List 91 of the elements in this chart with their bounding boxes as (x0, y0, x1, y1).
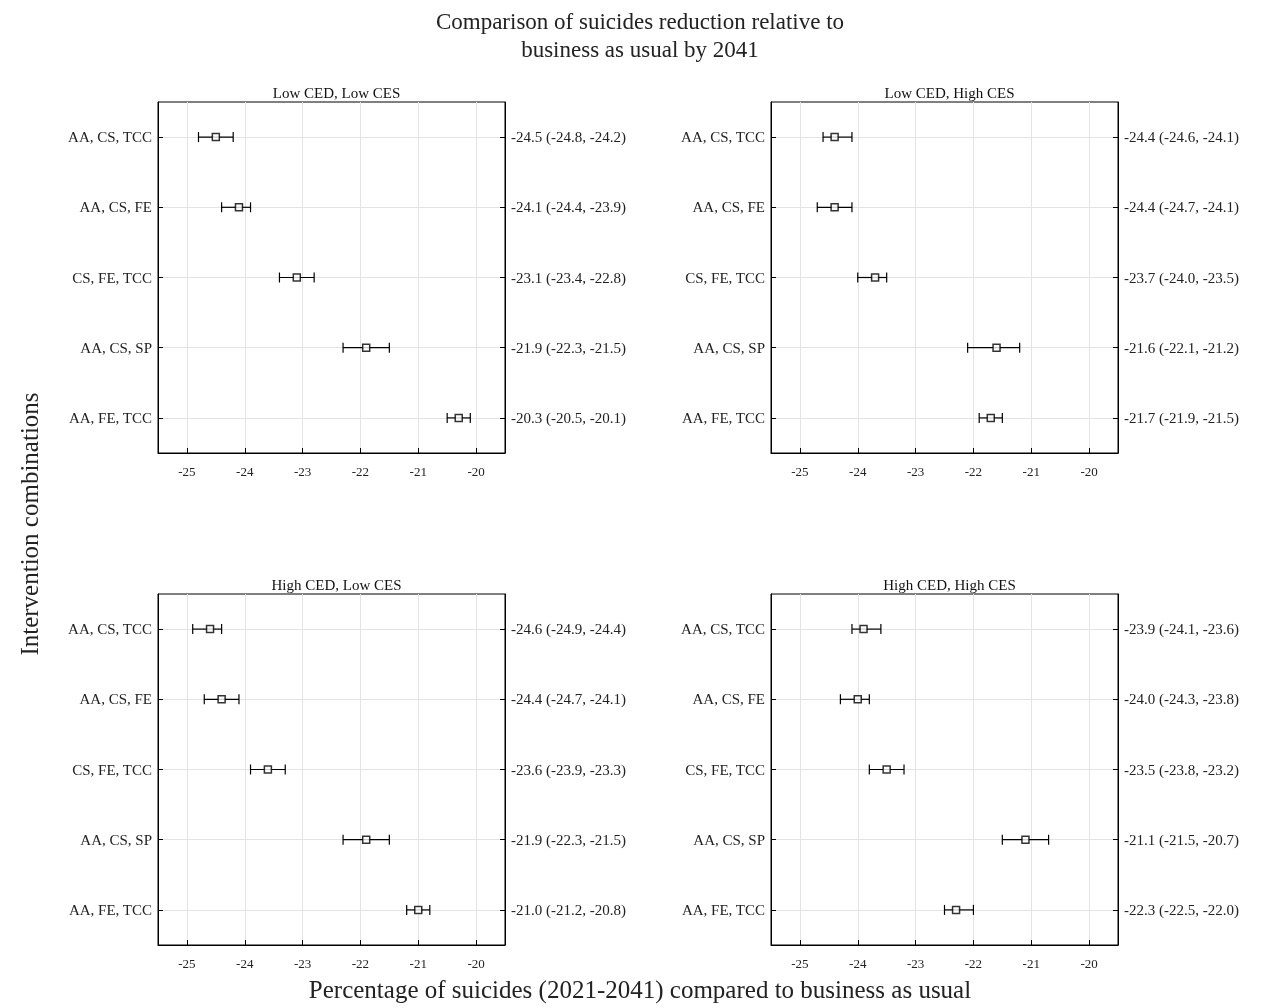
y-tick-label: AA, CS, FE (79, 199, 152, 216)
x-tick-label: -20 (467, 956, 485, 971)
x-tick-label: -25 (791, 956, 809, 971)
y-axis-title: Intervention combinations (16, 391, 44, 658)
x-tick-label: -23 (906, 956, 925, 971)
data-label: -21.9 (-22.3, -21.5) (511, 339, 626, 357)
point (454, 413, 463, 423)
x-tick-label: -25 (178, 464, 196, 479)
y-tick-label: AA, FE, TCC (681, 901, 765, 918)
x-tick-label: -23 (293, 956, 312, 971)
data-label: -21.6 (-22.1, -21.2) (1124, 339, 1239, 357)
point (217, 695, 226, 704)
point (361, 835, 371, 844)
x-tick-label: -21 (1022, 464, 1040, 479)
point (992, 343, 1001, 352)
y-tick-label: AA, CS, SP (80, 339, 152, 356)
chart-title: Low CED, Low CES (272, 84, 401, 101)
data-label: -21.7 (-21.9, -21.5) (1124, 409, 1239, 427)
y-tick-label: AA, CS, TCC (68, 129, 152, 146)
point (830, 132, 839, 142)
y-tick-label: AA, CS, FE (692, 199, 765, 216)
x-tick-label: -24 (236, 956, 254, 971)
point (830, 203, 839, 212)
x-tick-label: -21 (409, 956, 427, 971)
text: Comparison of suicides reduction relative to business as usual by 2041 (434, 8, 846, 64)
x-tick-label: -25 (791, 464, 809, 479)
y-tick-label: AA, CS, SP (693, 831, 765, 848)
data-label: -21.0 (-21.2, -20.8) (511, 901, 626, 919)
y-tick-label: AA, FE, TCC (681, 409, 765, 426)
point (234, 203, 244, 212)
data-label: -24.6 (-24.9, -24.4) (511, 621, 626, 639)
chart-title: Low CED, High CES (884, 84, 1015, 101)
point (882, 765, 891, 774)
point (361, 343, 371, 352)
point (1021, 835, 1030, 844)
y-tick-label: AA, CS, FE (692, 691, 765, 708)
data-label: -24.5 (-24.8, -24.2) (511, 129, 626, 147)
x-tick-label: -20 (1080, 956, 1098, 971)
y-tick-label: CS, FE, TCC (72, 269, 152, 286)
y-tick-label: AA, CS, SP (80, 831, 152, 848)
chart-title: High CED, Low CES (271, 576, 402, 593)
point (263, 765, 273, 774)
data-label: -23.6 (-23.9, -23.3) (511, 761, 626, 779)
x-tick-label: -22 (964, 464, 983, 479)
y-tick-label: CS, FE, TCC (685, 269, 765, 286)
x-axis-title: Percentage of suicides (2021-2041) compared to business as usual (307, 976, 973, 1004)
x-tick-label: -24 (849, 956, 867, 971)
y-tick-label: AA, CS, SP (693, 339, 765, 356)
y-tick-label: AA, CS, FE (79, 691, 152, 708)
data-label: -23.9 (-24.1, -23.6) (1124, 621, 1239, 639)
x-tick-label: -23 (293, 464, 312, 479)
point (211, 132, 221, 142)
y-tick-label: CS, FE, TCC (72, 761, 152, 778)
data-label: -21.9 (-22.3, -21.5) (511, 831, 626, 849)
y-tick-label: AA, FE, TCC (68, 901, 152, 918)
point (986, 413, 996, 423)
data-label: -22.3 (-22.5, -22.0) (1124, 901, 1239, 919)
x-tick-label: -22 (964, 956, 983, 971)
x-tick-label: -20 (1080, 464, 1098, 479)
x-tick-label: -20 (467, 464, 485, 479)
x-tick-label: -22 (351, 464, 370, 479)
data-label: -24.0 (-24.3, -23.8) (1124, 691, 1239, 709)
y-tick-label: AA, CS, TCC (68, 621, 152, 638)
x-tick-label: -24 (236, 464, 254, 479)
y-tick-label: AA, CS, TCC (681, 621, 765, 638)
data-label: -23.1 (-23.4, -22.8) (511, 269, 626, 287)
x-tick-label: -24 (849, 464, 867, 479)
x-tick-label: -21 (1022, 956, 1040, 971)
y-tick-label: CS, FE, TCC (685, 761, 765, 778)
point (414, 905, 423, 915)
data-label: -23.7 (-24.0, -23.5) (1124, 269, 1239, 287)
y-tick-label: AA, FE, TCC (68, 409, 152, 426)
x-tick-label: -21 (409, 464, 427, 479)
data-label: -24.4 (-24.6, -24.1) (1124, 129, 1239, 147)
x-tick-label: -22 (351, 956, 370, 971)
y-tick-label: AA, CS, TCC (681, 129, 765, 146)
data-label: -21.1 (-21.5, -20.7) (1124, 831, 1239, 849)
chart-title: High CED, High CES (883, 576, 1016, 593)
data-label: -24.1 (-24.4, -23.9) (511, 199, 626, 217)
point (859, 624, 868, 634)
point (292, 273, 302, 282)
point (951, 905, 961, 915)
point (870, 273, 880, 282)
point (205, 624, 215, 634)
x-tick-label: -23 (906, 464, 925, 479)
data-label: -24.4 (-24.7, -24.1) (511, 691, 626, 709)
data-label: -23.5 (-23.8, -23.2) (1124, 761, 1239, 779)
data-label: -24.4 (-24.7, -24.1) (1124, 199, 1239, 217)
point (853, 695, 862, 704)
x-tick-label: -25 (178, 956, 196, 971)
data-label: -20.3 (-20.5, -20.1) (511, 409, 626, 427)
